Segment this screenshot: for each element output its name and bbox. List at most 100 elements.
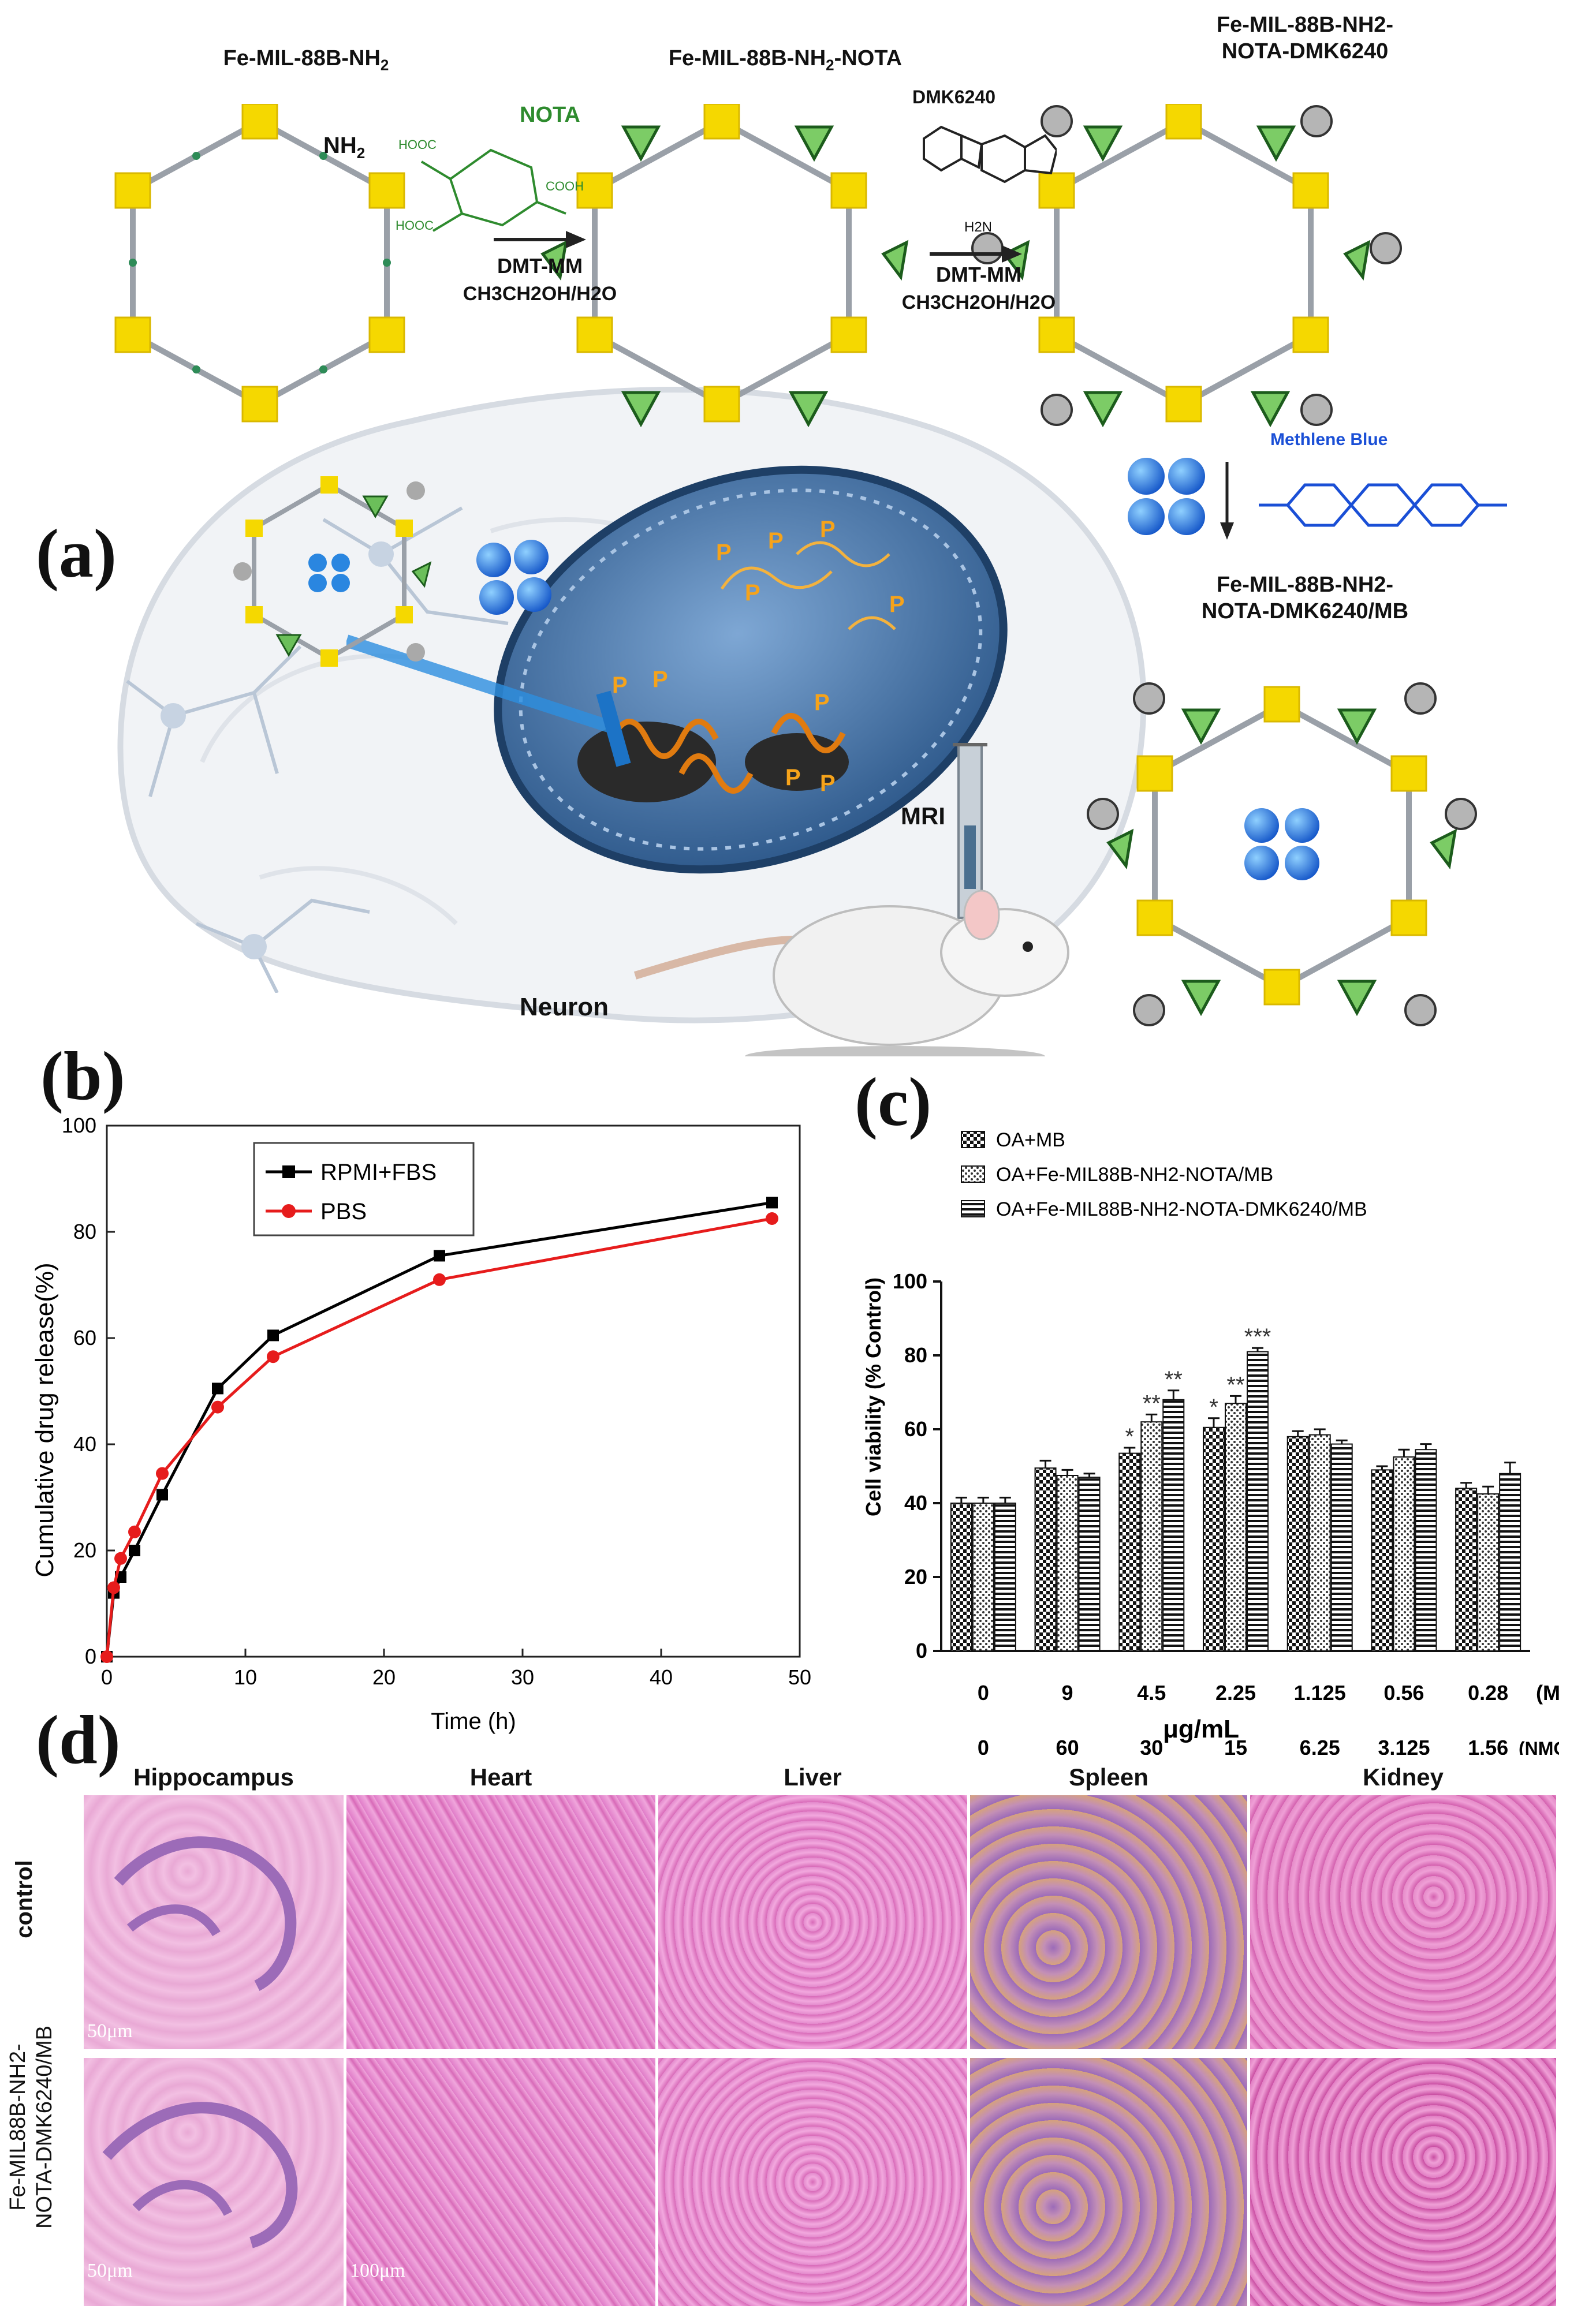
data-point: [212, 1383, 223, 1395]
bar: [1477, 1493, 1500, 1652]
histology-hippocampus-control: 50μm: [84, 1795, 344, 2049]
y-tick-label: 60: [73, 1326, 96, 1350]
x-tick-label: 0: [101, 1665, 113, 1689]
bar: [950, 1503, 972, 1652]
x-label-nmofs: 3.125: [1378, 1736, 1430, 1755]
bar: [1455, 1488, 1478, 1652]
y-axis-label: Cumulative drug release(%): [31, 1262, 59, 1577]
x-label-nmofs: 30: [1140, 1736, 1163, 1755]
data-point: [107, 1581, 120, 1594]
x-label-nmofs: 60: [1056, 1736, 1079, 1755]
phospho-mark: P: [814, 690, 830, 715]
y-tick-label: 0: [916, 1639, 927, 1662]
x-label-mb: 4.5: [1137, 1681, 1166, 1705]
dmk6240-structure: [923, 125, 1057, 184]
bar: [1078, 1477, 1101, 1652]
legend-oa-nota-mb: OA+Fe-MIL88B-NH2-NOTA/MB: [996, 1164, 1273, 1186]
x-label-mb: 9: [1062, 1681, 1073, 1705]
x-tick-label: 50: [788, 1665, 811, 1689]
panel-label-d: (d): [36, 1701, 121, 1778]
h2n-label: H2N: [964, 219, 993, 235]
hooc-label-1: HOOC: [398, 137, 437, 152]
bar: [1393, 1456, 1415, 1652]
mof3-label: Fe-MIL-88B-NH2- NOTA-DMK6240: [1216, 13, 1394, 63]
bar: [1286, 1436, 1309, 1652]
x-tick-label: 40: [650, 1665, 673, 1689]
column-header-hippocampus: Hippocampus: [133, 1763, 294, 1791]
data-point: [211, 1400, 224, 1414]
x-label-nmofs: 6.25: [1300, 1736, 1340, 1755]
mof2-label: Fe-MIL-88B-NH2-NOTA: [668, 46, 903, 74]
neuron-network-illustration: [126, 506, 509, 993]
significance-mark: **: [1226, 1372, 1244, 1398]
nh2-group-label: NH2: [323, 133, 366, 162]
nota-structure: [420, 148, 566, 232]
x-label-nmofs: 15: [1224, 1736, 1247, 1755]
bar: [1118, 1452, 1141, 1652]
histology-kidney-control: [1250, 1795, 1556, 2049]
panel-label-a: (a): [36, 515, 117, 592]
methylene-blue-label: Methlene Blue: [1270, 430, 1388, 449]
phospho-mark: P: [889, 592, 905, 617]
bar: [1415, 1449, 1437, 1652]
data-point: [766, 1197, 778, 1209]
row-label-mb: (MB): [1536, 1681, 1559, 1705]
x-axis-unit-label: μg/mL: [1163, 1715, 1239, 1743]
bar: [1056, 1475, 1079, 1652]
x-label-mb: 2.25: [1215, 1681, 1256, 1705]
y-tick-label: 100: [62, 1114, 96, 1137]
bar: [1203, 1426, 1225, 1652]
y-tick-label: 20: [904, 1565, 927, 1589]
data-point: [156, 1489, 168, 1501]
dmk6240-label: DMK6240: [912, 87, 996, 107]
column-header-spleen: Spleen: [1069, 1763, 1148, 1791]
data-point: [267, 1329, 279, 1342]
significance-mark: *: [1209, 1395, 1218, 1420]
y-axis-label: Cell viability (% Control): [862, 1277, 885, 1516]
methylene-blue-spheres-icon: [1128, 458, 1205, 535]
hooc-label-2: HOOC: [396, 218, 434, 233]
phospho-mark: P: [820, 517, 836, 542]
neuron-nucleus-illustration: P P P P P P P P P P: [494, 465, 1008, 874]
x-label-mb: 0.56: [1383, 1681, 1424, 1705]
panel-label-c: (c): [855, 1063, 932, 1140]
y-tick-label: 60: [904, 1417, 927, 1441]
inhibition-arrow: [346, 634, 631, 767]
histology-spleen-treated: [970, 2058, 1247, 2306]
step1-solvent: CH3CH2OH/H2O: [463, 283, 617, 305]
bar: [1308, 1434, 1331, 1652]
histology-liver-control: [658, 1795, 967, 2049]
column-header-kidney: Kidney: [1362, 1763, 1444, 1791]
phospho-mark: P: [612, 672, 628, 698]
y-tick-label: 40: [73, 1432, 96, 1456]
rat-injection-illustration: [633, 743, 1069, 1056]
y-tick-label: 40: [904, 1491, 927, 1515]
small-mof-nanoparticle-icon: [233, 476, 432, 667]
bar: [994, 1503, 1016, 1652]
x-label-mb: 0.28: [1468, 1681, 1508, 1705]
panel-label-b: (b): [40, 1037, 125, 1114]
data-point: [114, 1552, 127, 1565]
histology-liver-treated: [658, 2058, 967, 2306]
bar: [1330, 1443, 1353, 1652]
step2-solvent: CH3CH2OH/H2O: [901, 292, 1056, 313]
x-label-mb: 0: [978, 1681, 989, 1705]
methylene-blue-structure: [1259, 483, 1507, 527]
significance-mark: *: [1125, 1424, 1134, 1449]
phospho-mark: P: [785, 765, 801, 790]
y-tick-label: 80: [73, 1220, 96, 1243]
scale-bar-label: 50μm: [87, 2020, 133, 2042]
significance-mark: **: [1165, 1367, 1183, 1392]
mri-label: MRI: [901, 802, 945, 830]
histology-spleen-control: [970, 1795, 1247, 2049]
plot-frame: [106, 1124, 801, 1658]
methylene-blue-cluster-icon: [476, 540, 551, 615]
phospho-mark: P: [745, 580, 760, 606]
series-line-rpmi-fbs: [105, 1201, 773, 1657]
x-tick-label: 20: [372, 1665, 396, 1689]
significance-mark: **: [1143, 1391, 1161, 1416]
legend-oa-mb: OA+MB: [996, 1129, 1065, 1151]
neuron-label: Neuron: [520, 993, 609, 1021]
legend-rpmi-label: RPMI+FBS: [320, 1160, 437, 1185]
release-line-chart: 0 10 20 30 40 50 0 20 40 60 80 100 Cumulative drug …: [31, 1114, 811, 1734]
